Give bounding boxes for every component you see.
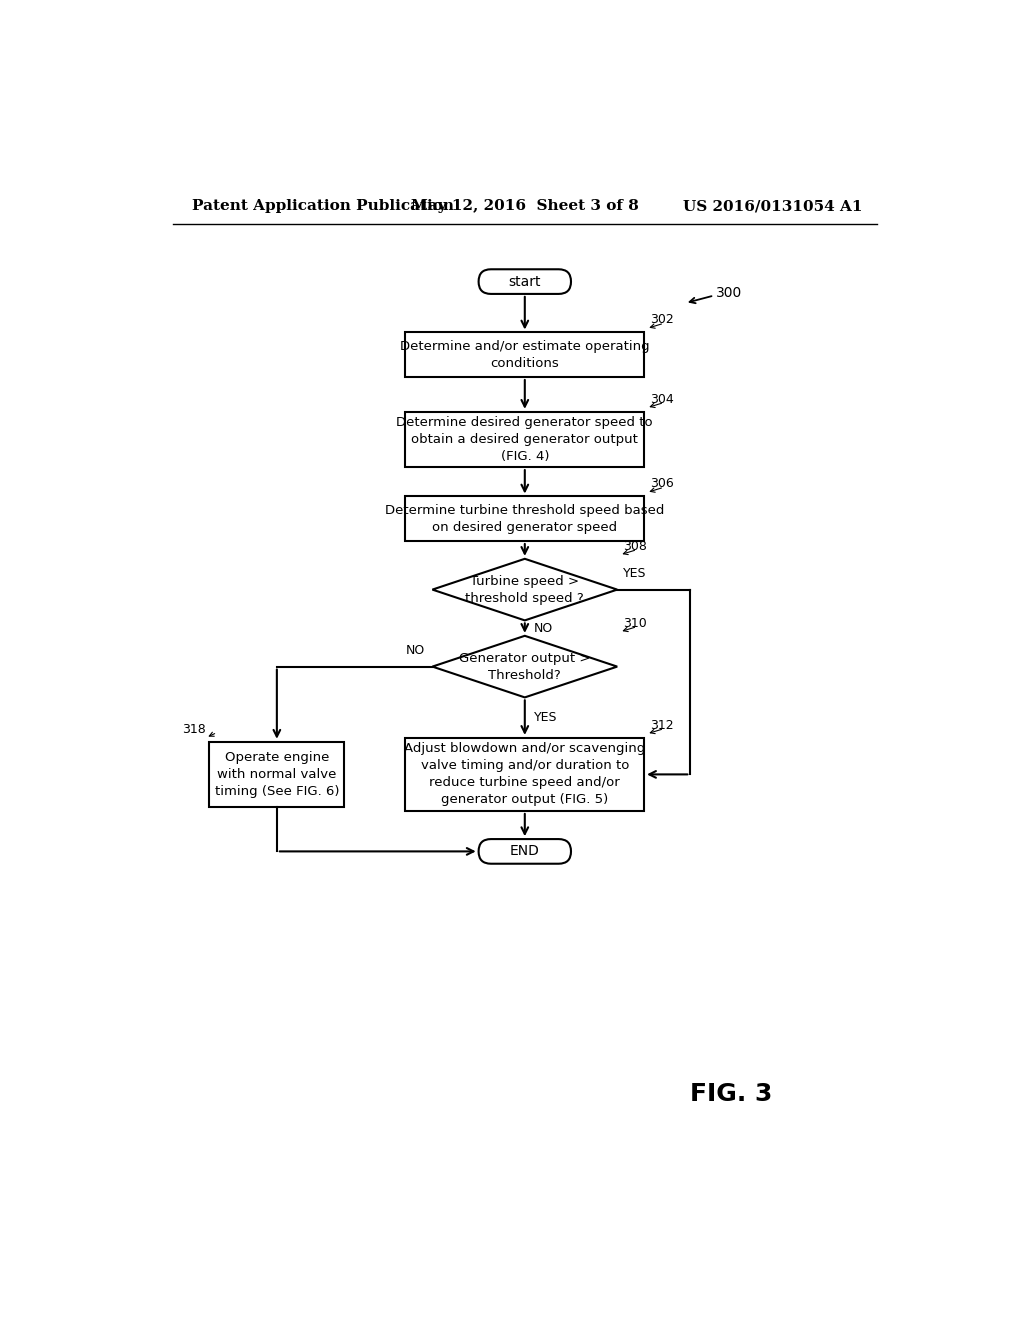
Text: Adjust blowdown and/or scavenging
valve timing and/or duration to
reduce turbine: Adjust blowdown and/or scavenging valve … (404, 742, 645, 807)
Text: Determine turbine threshold speed based
on desired generator speed: Determine turbine threshold speed based … (385, 504, 665, 533)
Text: 306: 306 (650, 478, 674, 490)
FancyBboxPatch shape (210, 742, 344, 807)
Text: NO: NO (406, 644, 425, 657)
Text: start: start (509, 275, 541, 289)
Text: 308: 308 (624, 540, 647, 553)
Polygon shape (432, 558, 617, 620)
FancyBboxPatch shape (406, 333, 644, 378)
Text: 300: 300 (716, 286, 742, 300)
Polygon shape (432, 636, 617, 697)
Text: NO: NO (535, 622, 553, 635)
FancyBboxPatch shape (478, 840, 571, 863)
Text: Patent Application Publication: Patent Application Publication (193, 199, 455, 213)
Text: 302: 302 (650, 313, 674, 326)
Text: 304: 304 (650, 392, 674, 405)
Text: Determine and/or estimate operating
conditions: Determine and/or estimate operating cond… (400, 339, 649, 370)
FancyBboxPatch shape (406, 496, 644, 541)
Text: May 12, 2016  Sheet 3 of 8: May 12, 2016 Sheet 3 of 8 (411, 199, 639, 213)
Text: Operate engine
with normal valve
timing (See FIG. 6): Operate engine with normal valve timing … (215, 751, 339, 797)
Text: YES: YES (624, 568, 647, 581)
FancyBboxPatch shape (406, 738, 644, 810)
Text: Generator output >
Threshold?: Generator output > Threshold? (459, 652, 591, 681)
Text: Turbine speed >
threshold speed ?: Turbine speed > threshold speed ? (466, 574, 584, 605)
Text: END: END (510, 845, 540, 858)
FancyBboxPatch shape (478, 269, 571, 294)
Text: 318: 318 (182, 722, 206, 735)
Text: Determine desired generator speed to
obtain a desired generator output
(FIG. 4): Determine desired generator speed to obt… (396, 416, 653, 463)
Text: US 2016/0131054 A1: US 2016/0131054 A1 (683, 199, 862, 213)
Text: 310: 310 (624, 616, 647, 630)
Text: YES: YES (535, 711, 557, 725)
Text: FIG. 3: FIG. 3 (690, 1082, 772, 1106)
FancyBboxPatch shape (406, 412, 644, 467)
Text: 312: 312 (650, 718, 674, 731)
